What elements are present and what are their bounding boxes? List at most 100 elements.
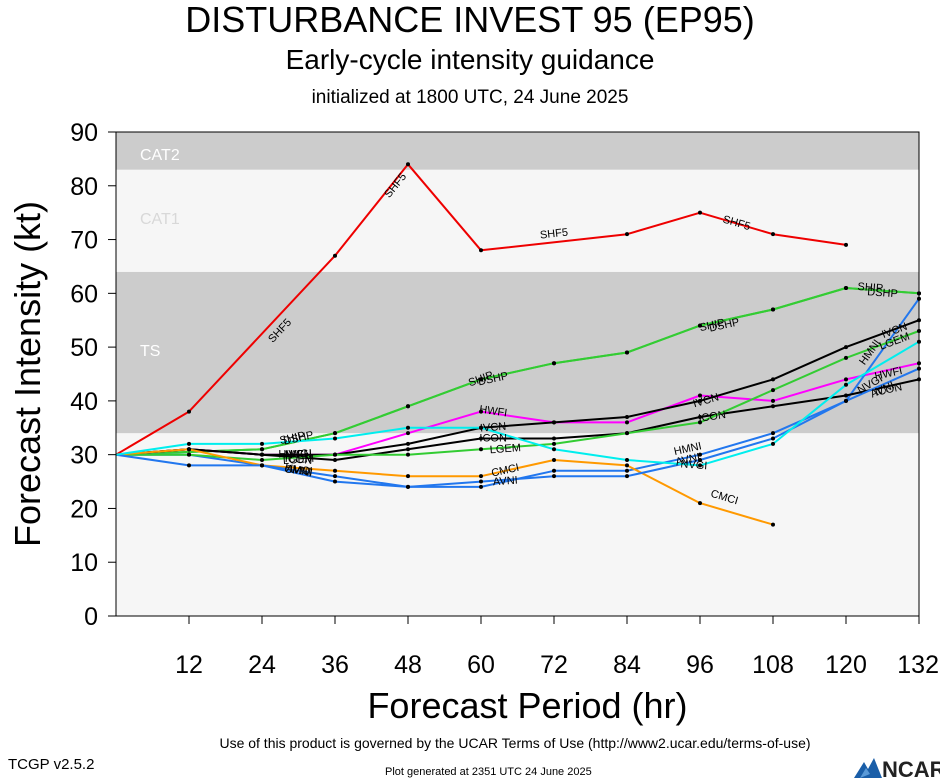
series-label-ship: SHIP (857, 281, 883, 295)
y-tick-label: 30 (70, 442, 98, 470)
terms-of-use-notice: Use of this product is governed by the U… (219, 735, 811, 751)
data-point-ship (698, 323, 702, 328)
data-point-shf5 (698, 210, 702, 215)
data-point-lgem (844, 355, 848, 360)
axes: 0 10 20 30 40 50 60 70 80 90 12 24 36 48 60 72 84 96 108 12… (7, 119, 939, 726)
data-point-ship (552, 361, 556, 366)
ncar-logo-mark (854, 758, 882, 778)
data-point-hwfi (844, 377, 848, 382)
data-point-hwfi (771, 398, 775, 403)
data-point-nvgi (406, 425, 410, 430)
band-ts (116, 271, 919, 434)
ncar-logo-text: NCAR (882, 757, 940, 780)
data-point-lgem (479, 447, 483, 452)
data-point-cmci (625, 463, 629, 468)
data-point-icon (260, 452, 264, 457)
series-label-cmci: CMCI (490, 462, 520, 480)
series-line-avni (115, 367, 920, 488)
category-bands: TS CAT1 CAT2 (116, 132, 919, 616)
series-label-lgem: LGEM (489, 442, 521, 456)
data-point-lgem (698, 420, 702, 425)
x-tick-label: 36 (321, 651, 349, 679)
data-point-ivcn (406, 441, 410, 446)
data-point-ship (771, 307, 775, 312)
series-label-ship: SHIP (698, 317, 726, 334)
data-point-shf5 (187, 409, 191, 414)
series-line-cmci (115, 448, 774, 526)
band-cat1 (116, 169, 919, 272)
y-tick-label: 90 (70, 119, 98, 147)
series-label-icon: ICON (698, 409, 727, 425)
data-point-shf5 (844, 242, 848, 247)
y-tick-label: 10 (70, 549, 98, 577)
data-point-nvgi (260, 441, 264, 446)
data-point-cmci (698, 501, 702, 506)
series-label-shf5: SHF5 (539, 227, 568, 242)
data-point-nvgi (698, 463, 702, 468)
series-label-hwfi: HWFI (478, 404, 508, 420)
chart-subtitle: Early-cycle intensity guidance (285, 44, 655, 75)
data-point-hmni (625, 468, 629, 473)
data-point-nvgi (771, 441, 775, 446)
series-label-avni: AVNI (674, 451, 701, 468)
x-tick-label: 72 (540, 651, 568, 679)
version-label: TCGP v2.5.2 (8, 756, 95, 773)
data-point-hmni (479, 484, 483, 489)
ncar-logo: NCAR (854, 757, 940, 780)
series-label-lgem: LGEM (283, 453, 315, 467)
y-tick-label: 70 (70, 227, 98, 255)
data-point-shf5 (625, 232, 629, 237)
series-label-cmci: CMCI (284, 464, 313, 478)
data-point-icon (698, 415, 702, 420)
series-label-hmni: HMNI (284, 462, 314, 480)
data-point-cmci (552, 458, 556, 463)
series-line-nvgi (115, 340, 920, 467)
y-tick-label: 40 (70, 388, 98, 416)
data-point-ship (479, 377, 483, 382)
series-label-ship: SHIP (279, 430, 307, 447)
data-point-shf5 (479, 248, 483, 253)
data-point-avni (479, 479, 483, 484)
data-point-hmni (771, 431, 775, 436)
data-point-nvgi (479, 425, 483, 430)
data-point-icon (406, 447, 410, 452)
data-point-avni (552, 474, 556, 479)
data-point-ship (260, 447, 264, 452)
x-tick-label: 132 (897, 651, 939, 679)
data-point-ship (844, 285, 848, 290)
data-point-icon (479, 436, 483, 441)
series-label-icon: ICON (874, 381, 904, 399)
series-label-dshp: DSHP (867, 286, 898, 300)
data-point-nvgi (333, 436, 337, 441)
band-cat2 (116, 132, 919, 170)
data-point-hwfi (625, 420, 629, 425)
data-point-nvgi (844, 382, 848, 387)
x-tick-label: 48 (394, 651, 422, 679)
series-label-hwfi: HWFI (278, 449, 306, 461)
data-point-hwfi (406, 431, 410, 436)
data-point-ivcn (552, 420, 556, 425)
x-tick-label: 120 (825, 651, 867, 679)
data-point-ivcn (698, 398, 702, 403)
data-point-shf5 (406, 162, 410, 167)
data-point-ivcn (625, 415, 629, 420)
data-point-avni (333, 474, 337, 479)
x-tick-label: 84 (613, 651, 641, 679)
band-label-cat1: CAT1 (140, 211, 180, 228)
data-point-lgem (625, 431, 629, 436)
series-line-lgem (116, 330, 920, 461)
y-axis-label: Forecast Intensity (kt) (7, 201, 48, 547)
data-point-avni (844, 398, 848, 403)
data-point-hwfi (698, 393, 702, 398)
data-point-shf5 (771, 232, 775, 237)
data-point-avni (406, 484, 410, 489)
data-point-hwfi (479, 409, 483, 414)
data-point-ship (333, 431, 337, 436)
model-points (187, 162, 921, 527)
series-label-avni: AVNI (492, 475, 518, 489)
data-point-ivcn (771, 377, 775, 382)
x-tick-label: 60 (467, 651, 495, 679)
data-point-icon (333, 458, 337, 463)
data-point-nvgi (625, 458, 629, 463)
